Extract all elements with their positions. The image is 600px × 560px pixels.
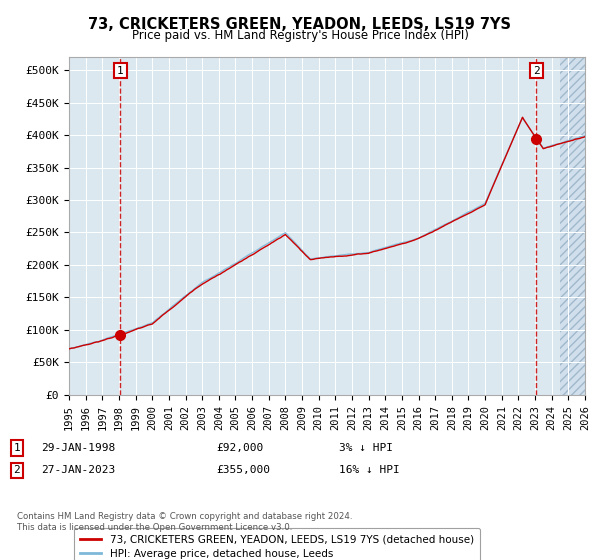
Text: £92,000: £92,000 xyxy=(216,443,263,453)
Text: 1: 1 xyxy=(13,443,20,453)
Legend: 73, CRICKETERS GREEN, YEADON, LEEDS, LS19 7YS (detached house), HPI: Average pri: 73, CRICKETERS GREEN, YEADON, LEEDS, LS1… xyxy=(74,528,480,560)
Text: 29-JAN-1998: 29-JAN-1998 xyxy=(41,443,115,453)
Text: Price paid vs. HM Land Registry's House Price Index (HPI): Price paid vs. HM Land Registry's House … xyxy=(131,29,469,42)
Text: 73, CRICKETERS GREEN, YEADON, LEEDS, LS19 7YS: 73, CRICKETERS GREEN, YEADON, LEEDS, LS1… xyxy=(89,17,511,32)
Bar xyxy=(560,57,585,395)
Bar xyxy=(560,57,585,395)
Text: 3% ↓ HPI: 3% ↓ HPI xyxy=(339,443,393,453)
Text: Contains HM Land Registry data © Crown copyright and database right 2024.
This d: Contains HM Land Registry data © Crown c… xyxy=(17,512,352,532)
Text: 16% ↓ HPI: 16% ↓ HPI xyxy=(339,465,400,475)
Text: 27-JAN-2023: 27-JAN-2023 xyxy=(41,465,115,475)
Text: £355,000: £355,000 xyxy=(216,465,270,475)
Text: 1: 1 xyxy=(117,66,124,76)
Text: 2: 2 xyxy=(13,465,20,475)
Text: 2: 2 xyxy=(533,66,540,76)
